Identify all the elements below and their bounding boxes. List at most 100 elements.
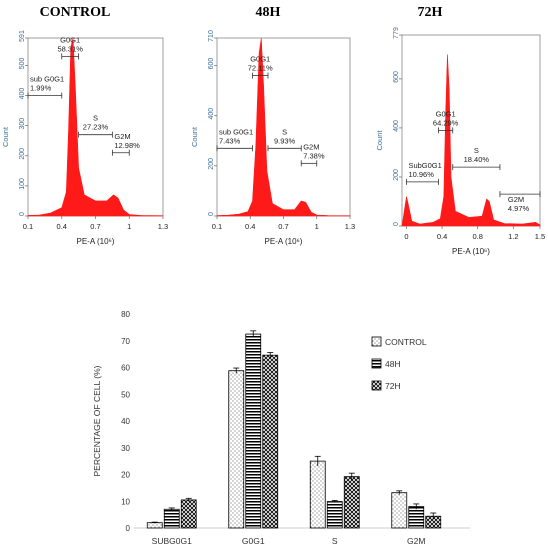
gate-percent: 18.40%	[464, 155, 490, 164]
y-tick-label: 710	[208, 30, 215, 42]
gate-name: G0G1	[436, 109, 456, 118]
category-label: SUBG0G1	[152, 536, 192, 546]
y-tick-label: 10	[121, 497, 130, 506]
gate-percent: 9.93%	[274, 136, 296, 145]
y-tick-label: 400	[19, 88, 26, 100]
bar-chart: 0 10 20 30 40 50 60 70 80 PERCENTAGE OF CELL (%) S…	[92, 310, 470, 546]
y-tick-label: 0	[126, 524, 131, 533]
legend-label: CONTROL	[385, 337, 427, 347]
gate-name: G2M	[508, 195, 524, 204]
x-tick-label: 1.3	[345, 222, 355, 231]
x-axis-label: PE-A (10⁶)	[77, 237, 115, 246]
y-tick-label: 80	[121, 310, 130, 319]
category-label: S	[332, 536, 338, 546]
y-tick-label: 40	[121, 417, 130, 426]
bar-48h-g0g1	[245, 333, 262, 529]
y-tick-label: 0	[19, 212, 26, 216]
x-tick-label: 0.4	[437, 232, 447, 241]
category-label: G2M	[407, 536, 425, 546]
y-tick-label: 779	[393, 27, 400, 39]
y-tick-label: 20	[121, 471, 130, 480]
x-tick-label: 0.4	[245, 222, 255, 231]
gate-percent: 7.43%	[219, 136, 241, 145]
x-tick-label: 0	[404, 232, 408, 241]
panel-title: CONTROL	[40, 5, 111, 20]
x-axis-label: PE-A (10⁶)	[452, 247, 490, 256]
y-tick-label: 60	[121, 364, 130, 373]
y-tick-label: 200	[19, 148, 26, 160]
y-tick-label: 200	[208, 158, 215, 170]
panel-title: 72H	[418, 5, 443, 20]
y-axis-label: PERCENTAGE OF CELL (%)	[92, 365, 102, 476]
y-tick-label: 30	[121, 444, 130, 453]
gate-percent: 10.96%	[408, 170, 434, 179]
y-tick-label: 500	[19, 57, 26, 69]
y-tick-label: 0	[208, 212, 215, 216]
legend-label: 72H	[385, 381, 401, 391]
gate-percent: 12.98%	[114, 141, 140, 150]
histogram-area	[27, 37, 164, 217]
y-tick-label: 0	[393, 222, 400, 226]
gate-name: G2M	[114, 132, 130, 141]
legend-swatch-control	[371, 336, 382, 347]
y-tick-label: 50	[121, 390, 130, 399]
bar-72h-subg0g1	[180, 499, 197, 529]
legend-swatch-72h	[371, 380, 382, 391]
gate-name: S	[93, 114, 98, 123]
y-axis-label: Count	[1, 126, 10, 147]
x-axis-label: PE-A (10⁶)	[265, 237, 303, 246]
y-tick-label: 600	[208, 58, 215, 70]
histogram-panel-2: 72H 0 200 400 600 779 0 0.4 0.8 1.2 1.5 Count PE-A (…	[375, 5, 545, 256]
x-tick-label: 0.7	[278, 222, 288, 231]
gate-percent: 7.38%	[303, 151, 325, 160]
x-tick-label: 1.2	[508, 232, 518, 241]
y-axis-label: Count	[190, 126, 199, 147]
bar-control-g2m	[391, 492, 408, 529]
gate-percent: 27.23%	[83, 123, 109, 132]
gate-name: G0G1	[60, 35, 80, 44]
y-tick-label: 400	[208, 108, 215, 120]
gate-percent: 1.99%	[30, 84, 52, 93]
gate-name: G2M	[303, 142, 319, 151]
histogram-area	[401, 54, 541, 227]
bar-control-s	[309, 460, 326, 529]
histogram-area	[216, 37, 351, 217]
histogram-panel-0: CONTROL 0 100 200 300 400 500 591 0.1 0.4 0.7 1 1.3 C…	[1, 5, 168, 246]
x-tick-label: 0.4	[57, 222, 67, 231]
gate-2: S9.93%	[267, 127, 302, 152]
y-tick-label: 200	[393, 169, 400, 181]
bar-control-g0g1	[228, 370, 245, 529]
x-tick-label: 0.1	[23, 222, 33, 231]
x-tick-label: 1	[127, 222, 131, 231]
bar-48h-g2m	[408, 506, 425, 529]
gate-percent: 58.31%	[57, 44, 83, 53]
gate-name: G0G1	[250, 55, 270, 64]
gate-name: S	[282, 127, 287, 136]
bar-48h-s	[326, 501, 343, 529]
gate-percent: 72.11%	[248, 64, 273, 73]
gate-name: sub G0G1	[219, 127, 253, 136]
gate-name: S	[474, 146, 479, 155]
x-tick-label: 1.3	[158, 222, 168, 231]
gate-2: S18.40%	[452, 146, 501, 171]
bar-control-subg0g1	[146, 522, 163, 529]
legend-swatch-48h	[371, 358, 382, 369]
y-tick-label: 600	[393, 71, 400, 83]
gate-percent: 4.97%	[508, 204, 530, 213]
bar-72h-s	[343, 476, 360, 529]
y-tick-label: 400	[393, 120, 400, 132]
gate-name: sub G0G1	[30, 75, 64, 84]
y-tick-label: 591	[19, 30, 26, 42]
gate-name: SubG0G1	[408, 161, 441, 170]
histogram-panel-1: 48H 0 200 400 600 710 0.1 0.4 0.7 1 1.3 Count PE-A (…	[190, 5, 355, 246]
